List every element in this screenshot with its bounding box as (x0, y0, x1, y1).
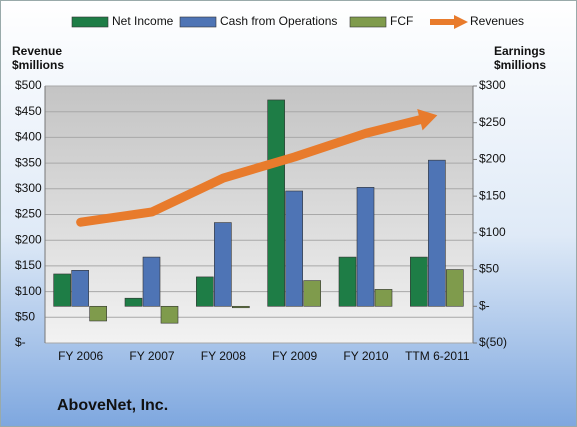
legend-swatch-head (454, 15, 468, 29)
y2-axis-title: $millions (494, 58, 546, 72)
bar (410, 256, 428, 307)
x-tick-label: FY 2006 (58, 349, 103, 363)
x-tick-label: FY 2010 (343, 349, 388, 363)
y2-tick-label: $200 (479, 152, 506, 166)
legend-label: FCF (390, 14, 413, 28)
y-tick-label: $350 (15, 155, 42, 169)
legend-swatch (179, 16, 217, 28)
y-tick-label: $450 (15, 104, 42, 118)
bar (285, 190, 303, 307)
legend-swatch (71, 16, 109, 28)
bar (446, 269, 464, 307)
bar (303, 280, 321, 307)
y-tick-label: $250 (15, 207, 42, 221)
x-tick-label: TTM 6-2011 (405, 349, 470, 363)
y2-tick-label: $100 (479, 225, 506, 239)
y-axis-title: Revenue (12, 44, 62, 58)
legend-label: Cash from Operations (220, 14, 337, 28)
y2-tick-label: $(50) (479, 335, 507, 349)
y2-tick-label: $150 (479, 188, 506, 202)
bar (232, 305, 250, 309)
bar (71, 270, 89, 307)
bar (196, 276, 214, 307)
y-tick-label: $50 (15, 309, 35, 323)
bar (374, 289, 393, 307)
revenue-arrowhead (417, 109, 438, 131)
bar (356, 187, 375, 307)
x-tick-label: FY 2009 (272, 349, 317, 363)
y-tick-label: $- (15, 335, 26, 349)
legend-swatch (349, 16, 387, 28)
bar (160, 305, 179, 324)
y-tick-label: $300 (15, 181, 42, 195)
y-tick-label: $500 (15, 78, 42, 92)
bar (428, 159, 446, 307)
legend-label: Net Income (112, 14, 174, 28)
y-tick-label: $100 (15, 284, 42, 298)
y-axis-title: $millions (12, 58, 64, 72)
y2-axis-title: Earnings (494, 44, 546, 58)
y2-tick-label: $50 (479, 262, 499, 276)
legend-label: Revenues (470, 14, 524, 28)
y2-tick-label: $300 (479, 78, 506, 92)
bar (338, 256, 357, 307)
bar (89, 305, 107, 322)
chart-title: AboveNet, Inc. (57, 397, 168, 414)
x-tick-label: FY 2007 (129, 349, 174, 363)
y2-tick-label: $- (479, 298, 490, 312)
y-tick-label: $200 (15, 232, 42, 246)
bar (53, 273, 71, 307)
bar (214, 222, 232, 307)
y-tick-label: $400 (15, 130, 42, 144)
x-tick-label: FY 2008 (201, 349, 246, 363)
bar (142, 256, 161, 307)
bar (267, 99, 285, 307)
bar (124, 297, 143, 307)
y-tick-label: $150 (15, 258, 42, 272)
revenue-line (76, 115, 425, 227)
y2-tick-label: $250 (479, 115, 506, 129)
